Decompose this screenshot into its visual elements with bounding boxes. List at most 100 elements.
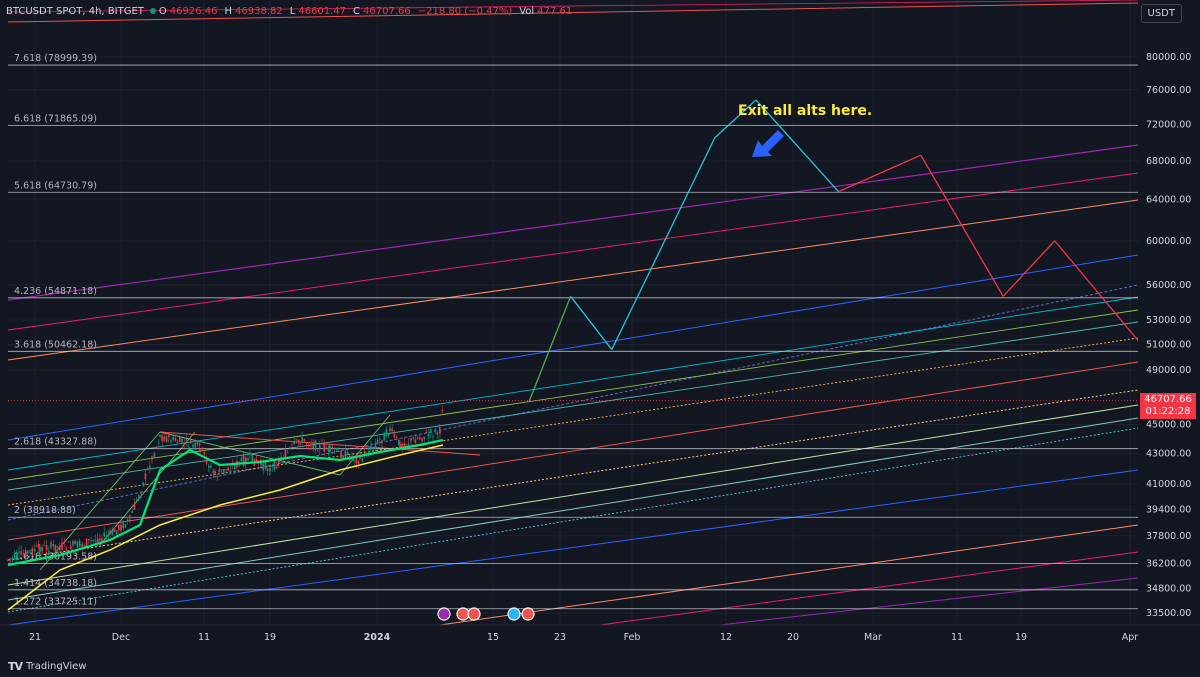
annotation-text[interactable]: Exit all alts here. xyxy=(738,103,873,119)
candle-body xyxy=(225,469,227,471)
candle-body xyxy=(185,438,188,441)
candle-body xyxy=(365,455,368,457)
event-markers[interactable] xyxy=(437,607,535,621)
channel-line xyxy=(7,404,1139,586)
candle-body xyxy=(39,546,41,553)
candle-body xyxy=(96,538,99,544)
candle-body xyxy=(374,443,377,449)
candle-body xyxy=(196,442,199,445)
time-tick: 19 xyxy=(264,632,276,643)
price-tick: 51000.00 xyxy=(1146,340,1191,351)
price-tick: 34800.00 xyxy=(1146,584,1191,595)
candle-body xyxy=(329,445,331,452)
channel-line xyxy=(7,361,1139,541)
candle-body xyxy=(129,519,131,521)
candle-body xyxy=(408,443,410,445)
candle-body xyxy=(240,458,243,461)
candle-body xyxy=(319,444,321,450)
candle-body xyxy=(286,451,289,453)
candle-body xyxy=(88,538,90,541)
candle-body xyxy=(153,453,155,457)
price-tick: 33500.00 xyxy=(1146,608,1191,619)
candle-body xyxy=(385,428,388,437)
candle-body xyxy=(353,459,355,462)
candle-body xyxy=(27,550,29,554)
candle-body xyxy=(78,540,81,547)
projection-segment xyxy=(611,137,716,350)
price-tick: 80000.00 xyxy=(1146,52,1191,63)
candle-body xyxy=(282,459,284,461)
trend-line xyxy=(99,431,196,546)
candle-body xyxy=(203,452,206,455)
candle-body xyxy=(335,448,338,451)
channel-line xyxy=(7,0,1139,13)
candle-body xyxy=(342,455,344,459)
candle-body xyxy=(227,467,229,471)
trend-line xyxy=(339,414,391,476)
candle-body xyxy=(50,542,52,548)
symbol-legend[interactable]: BTCUSDT SPOT, 4h, BITGET O 46926.46 H 4693… xyxy=(6,4,576,18)
candle-body xyxy=(181,438,183,444)
candle-body xyxy=(72,541,74,546)
candle-body xyxy=(387,433,390,436)
candle-body xyxy=(389,427,391,432)
low-label: L xyxy=(289,5,296,17)
tradingview-name: TradingView xyxy=(26,661,87,672)
time-tick: 23 xyxy=(554,632,566,643)
time-axis[interactable]: 21 Dec 11 19 2024 15 23 Feb 12 20 Mar 11 19 Apr xyxy=(0,624,1200,643)
candle-body xyxy=(441,410,443,411)
candle-body xyxy=(31,548,33,555)
price-tick: 49000.00 xyxy=(1146,365,1191,376)
candle-body xyxy=(218,468,221,473)
price-axis[interactable]: 80000.00 76000.00 72000.00 68000.00 64000.00… xyxy=(1138,0,1200,625)
candle-body xyxy=(105,535,108,538)
candle-body xyxy=(43,545,46,546)
candle-body xyxy=(419,437,421,440)
candle-body xyxy=(124,524,127,528)
candle-body xyxy=(205,458,208,464)
candle-body xyxy=(269,473,271,475)
candle-body xyxy=(383,432,385,441)
fib-label: 1.272 (33725.11) xyxy=(14,597,97,608)
candle-body xyxy=(210,465,212,468)
projection-segment xyxy=(838,154,922,193)
candle-body xyxy=(192,444,194,448)
candle-body xyxy=(163,436,166,441)
price-tick: 64000.00 xyxy=(1146,195,1191,206)
event-marker-icon xyxy=(507,607,521,621)
candle-body xyxy=(247,457,249,461)
candle-body xyxy=(41,547,43,552)
time-tick: 19 xyxy=(1015,632,1027,643)
candle-body xyxy=(65,547,68,550)
volume-value: 477.61 xyxy=(537,5,573,17)
candle-body xyxy=(135,499,138,502)
candle-body xyxy=(291,444,293,446)
candle-body xyxy=(109,530,111,534)
candle-body xyxy=(242,456,245,466)
symbol-title: BTCUSDT SPOT, 4h, BITGET xyxy=(6,5,144,17)
candle-body xyxy=(194,442,196,448)
candle-body xyxy=(234,464,236,470)
time-tick: Apr xyxy=(1122,632,1139,643)
candle-body xyxy=(118,525,120,530)
price-tick: 36200.00 xyxy=(1146,558,1191,569)
channel-line xyxy=(7,296,1139,471)
candle-body xyxy=(74,541,76,544)
fib-label: 3.618 (50462.18) xyxy=(14,339,97,350)
candle-body xyxy=(338,450,340,452)
candle-body xyxy=(410,438,412,442)
tradingview-logo-icon: TV xyxy=(8,660,23,673)
tradingview-brand[interactable]: TV TradingView xyxy=(8,660,86,673)
candle-body xyxy=(161,435,163,441)
candle-body xyxy=(170,440,172,443)
candle-body xyxy=(262,463,264,471)
candle-body xyxy=(331,446,333,449)
currency-button[interactable]: USDT xyxy=(1140,4,1182,23)
candle-body xyxy=(289,447,291,449)
candle-body xyxy=(357,461,360,464)
candle-body xyxy=(398,439,400,445)
candle-body xyxy=(216,475,218,477)
price-tick: 45000.00 xyxy=(1146,420,1191,431)
candle-body xyxy=(138,495,140,498)
